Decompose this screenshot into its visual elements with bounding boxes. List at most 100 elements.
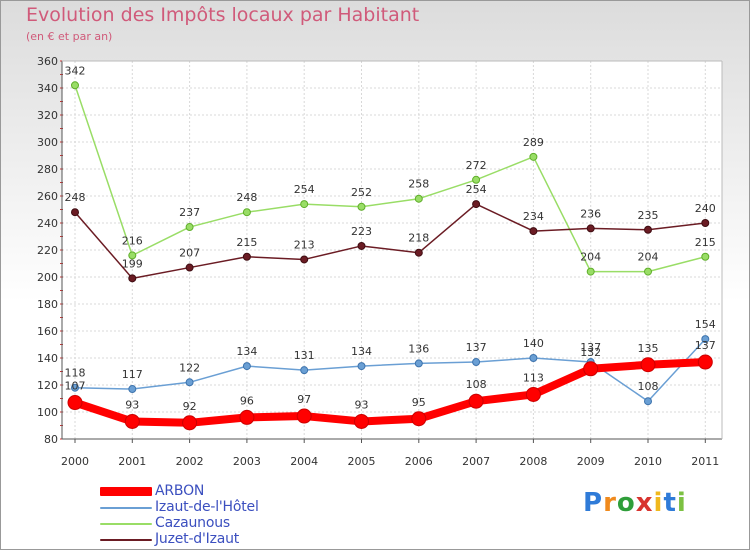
- y-tick-label: 140: [37, 352, 58, 365]
- x-tick-label: 2007: [462, 455, 490, 468]
- data-label-izaut: 118: [65, 367, 86, 380]
- legend-label-cazaunous: Cazaunous: [155, 515, 230, 531]
- data-point-arbon: [239, 409, 255, 425]
- data-point-arbon: [124, 413, 140, 429]
- data-label-cazaunous: 252: [351, 186, 372, 199]
- data-point-juzet: [71, 208, 79, 217]
- data-label-arbon: 96: [240, 394, 254, 407]
- data-point-izaut: [472, 358, 481, 367]
- data-point-izaut: [701, 335, 710, 344]
- data-label-arbon: 108: [466, 378, 487, 391]
- data-point-juzet: [185, 263, 194, 272]
- series-line-arbon: [71, 358, 710, 427]
- data-label-juzet: 207: [179, 247, 200, 260]
- data-label-juzet: 234: [523, 210, 544, 223]
- data-label-juzet: 248: [65, 191, 86, 204]
- data-point-juzet: [644, 225, 652, 234]
- data-label-juzet: 199: [122, 257, 143, 270]
- data-point-cazaunous: [529, 152, 538, 161]
- legend-label-juzet: Juzet-d'Izaut: [155, 531, 240, 547]
- data-point-cazaunous: [357, 202, 366, 211]
- data-point-cazaunous: [128, 251, 137, 260]
- data-point-cazaunous: [701, 252, 710, 261]
- data-point-izaut: [128, 385, 137, 394]
- y-tick-label: 160: [37, 325, 58, 338]
- data-label-izaut: 117: [122, 368, 143, 381]
- legend-label-arbon: ARBON: [155, 483, 205, 499]
- y-tick-label: 340: [37, 82, 58, 95]
- y-tick-label: 300: [37, 136, 58, 149]
- data-label-cazaunous: 216: [122, 234, 143, 247]
- x-tick-label: 2002: [176, 455, 204, 468]
- data-label-cazaunous: 215: [695, 236, 716, 249]
- x-tick-label: 2008: [519, 455, 547, 468]
- data-point-juzet: [701, 219, 710, 227]
- data-label-izaut: 140: [523, 337, 544, 350]
- data-point-juzet: [357, 241, 366, 250]
- data-label-izaut: 136: [408, 342, 429, 355]
- data-point-cazaunous: [185, 223, 194, 232]
- chart-title: Evolution des Impôts locaux par Habitant: [26, 4, 420, 26]
- y-tick-label: 80: [44, 433, 58, 446]
- data-label-juzet: 215: [236, 236, 257, 249]
- y-tick-label: 320: [37, 109, 58, 122]
- data-label-juzet: 236: [580, 207, 601, 220]
- data-label-cazaunous: 204: [580, 251, 601, 264]
- data-label-izaut: 122: [179, 361, 200, 374]
- data-point-izaut: [414, 359, 423, 368]
- data-label-arbon: 95: [412, 396, 426, 409]
- data-point-izaut: [529, 354, 538, 362]
- data-label-arbon: 93: [125, 398, 139, 411]
- data-point-izaut: [242, 362, 251, 371]
- data-label-juzet: 213: [294, 238, 315, 251]
- data-point-izaut: [185, 378, 194, 387]
- data-label-izaut: 137: [580, 341, 601, 354]
- data-point-arbon: [468, 393, 484, 409]
- data-label-izaut: 108: [638, 380, 659, 393]
- data-label-arbon: 97: [297, 393, 311, 406]
- data-point-arbon: [296, 408, 312, 424]
- data-point-izaut: [71, 383, 79, 392]
- data-label-cazaunous: 204: [638, 251, 659, 264]
- data-label-arbon: 92: [183, 400, 197, 413]
- x-tick-label: 2011: [691, 455, 719, 468]
- data-label-juzet: 218: [408, 232, 429, 245]
- y-tick-label: 360: [37, 55, 58, 68]
- data-point-juzet: [472, 200, 481, 209]
- data-point-arbon: [354, 413, 369, 429]
- y-tick-label: 240: [37, 217, 58, 230]
- data-point-juzet: [586, 224, 595, 233]
- data-point-cazaunous: [644, 267, 652, 276]
- data-label-arbon: 137: [695, 339, 716, 352]
- data-label-juzet: 240: [695, 202, 716, 215]
- data-point-arbon: [67, 395, 83, 411]
- data-label-cazaunous: 254: [294, 183, 315, 196]
- data-point-juzet: [300, 255, 309, 264]
- data-point-cazaunous: [242, 208, 251, 217]
- data-point-cazaunous: [586, 267, 595, 276]
- data-label-juzet: 223: [351, 225, 372, 238]
- data-point-cazaunous: [414, 194, 423, 203]
- data-label-juzet: 235: [638, 209, 659, 222]
- data-point-cazaunous: [71, 81, 79, 90]
- x-tick-label: 2003: [233, 455, 261, 468]
- y-tick-label: 120: [37, 379, 58, 392]
- legend-swatch-juzet: [100, 539, 152, 541]
- series-line-cazaunous: [74, 84, 707, 273]
- data-point-juzet: [414, 248, 423, 257]
- legend-label-izaut: Izaut-de-l'Hôtel: [155, 499, 259, 515]
- data-point-izaut: [357, 362, 366, 371]
- x-tick-label: 2009: [577, 455, 605, 468]
- data-point-arbon: [640, 357, 656, 373]
- x-tick-label: 2001: [118, 455, 146, 468]
- data-label-cazaunous: 272: [466, 159, 487, 172]
- chart-subtitle: (en € et par an): [26, 30, 113, 43]
- data-label-arbon: 135: [638, 342, 659, 355]
- data-label-izaut: 131: [294, 349, 315, 362]
- data-label-cazaunous: 258: [408, 178, 429, 191]
- data-point-arbon: [525, 386, 541, 402]
- data-label-cazaunous: 289: [523, 136, 544, 149]
- data-point-arbon: [182, 415, 198, 431]
- x-tick-label: 2010: [634, 455, 662, 468]
